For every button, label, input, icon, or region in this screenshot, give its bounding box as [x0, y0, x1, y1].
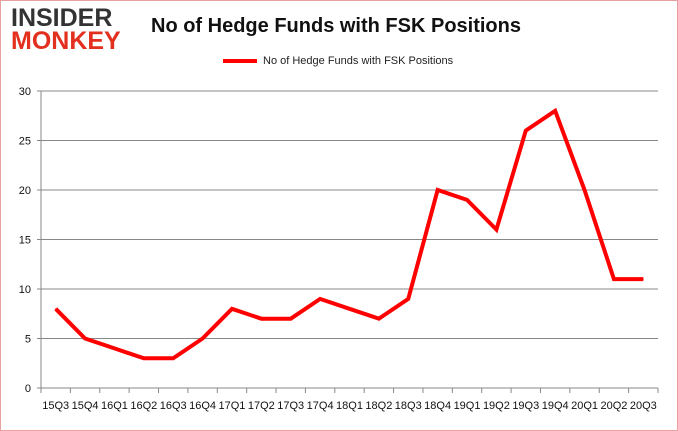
x-tick-label: 19Q3: [512, 400, 539, 412]
x-tick-label: 19Q4: [542, 400, 569, 412]
y-tick-label: 30: [19, 86, 31, 98]
x-tick-label: 17Q4: [307, 400, 334, 412]
data-point: [113, 347, 115, 349]
data-point: [613, 278, 615, 280]
data-point: [378, 318, 380, 320]
data-point: [143, 357, 145, 359]
data-point: [55, 308, 57, 310]
x-tick-label: 18Q2: [365, 400, 392, 412]
x-tick-label: 17Q2: [248, 400, 275, 412]
insider-monkey-logo: INSIDER MONKEY: [11, 4, 121, 55]
data-point: [319, 298, 321, 300]
y-tick-label: 10: [19, 284, 31, 296]
data-point: [202, 338, 204, 339]
chart-title: No of Hedge Funds with FSK Positions: [151, 15, 521, 37]
x-tick-label: 20Q2: [600, 400, 627, 412]
y-tick-label: 15: [19, 235, 31, 247]
x-tick-label: 20Q1: [571, 400, 598, 412]
x-tick-label: 16Q4: [189, 400, 216, 412]
y-tick-label: 5: [25, 334, 31, 346]
series-line: [54, 107, 644, 361]
x-tick-label: 16Q3: [160, 400, 187, 412]
data-point: [554, 110, 556, 112]
data-point: [437, 189, 439, 191]
x-tick-label: 18Q1: [336, 400, 363, 412]
data-point: [584, 189, 586, 191]
legend-swatch: [223, 59, 257, 63]
data-point: [466, 199, 468, 201]
data-point: [84, 338, 86, 339]
data-point: [525, 130, 527, 132]
data-point: [495, 229, 497, 231]
x-tick-label: 18Q3: [395, 400, 422, 412]
x-tick-label: 20Q3: [630, 400, 657, 412]
x-tick-label: 15Q4: [72, 400, 99, 412]
y-tick-label: 25: [19, 136, 31, 148]
data-point: [349, 308, 350, 310]
x-tick-label: 15Q3: [42, 400, 69, 412]
x-tick-label: 16Q2: [130, 400, 157, 412]
data-point: [172, 357, 174, 359]
y-tick-label: 20: [19, 185, 31, 197]
x-tick-label: 18Q4: [424, 400, 451, 412]
data-point: [231, 308, 233, 310]
legend: No of Hedge Funds with FSK Positions: [223, 55, 453, 67]
x-tick-label: 19Q2: [483, 400, 510, 412]
data-point: [260, 318, 262, 320]
legend-label: No of Hedge Funds with FSK Positions: [263, 55, 454, 67]
x-tick-label: 17Q3: [277, 400, 304, 412]
x-tick-label: 17Q1: [219, 400, 246, 412]
y-tick-label: 0: [25, 383, 31, 395]
x-tick-label: 16Q1: [101, 400, 128, 412]
data-point: [642, 278, 644, 280]
data-point: [407, 298, 409, 300]
x-tick-label: 19Q1: [454, 400, 481, 412]
data-point: [290, 318, 292, 320]
